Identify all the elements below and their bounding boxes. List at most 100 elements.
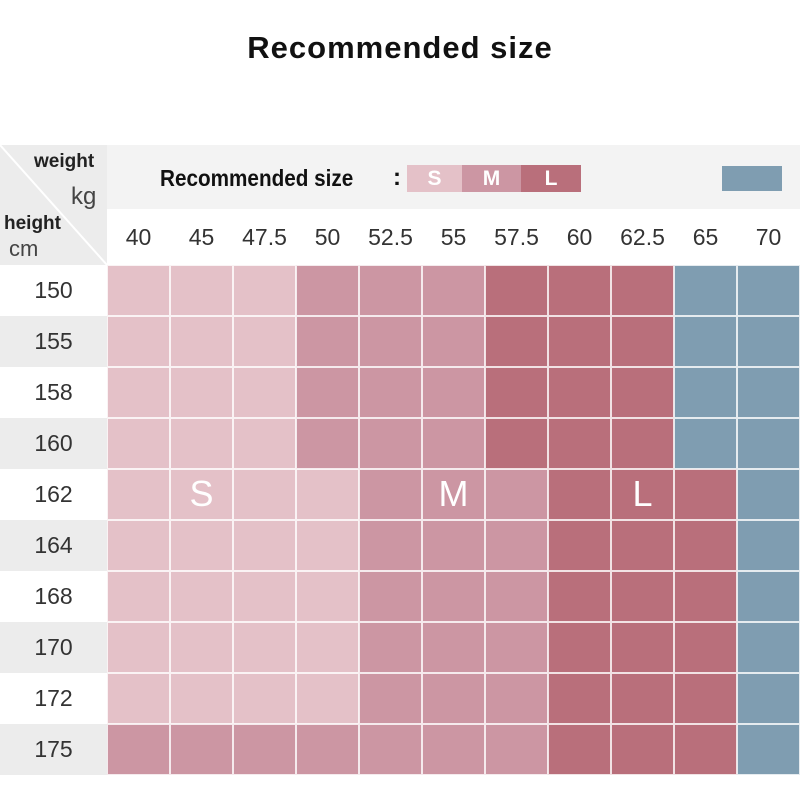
cell-158-62.5-L	[611, 367, 674, 418]
cell-175-60-L	[548, 724, 611, 775]
cell-162-55-M	[422, 469, 485, 520]
height-tick-150: 150	[0, 265, 107, 316]
cell-162-47.5-S	[233, 469, 296, 520]
legend-swatch-l: L	[521, 165, 581, 192]
cell-160-70-X	[737, 418, 800, 469]
cell-160-57.5-L	[485, 418, 548, 469]
cell-155-57.5-L	[485, 316, 548, 367]
height-tick-158: 158	[0, 367, 107, 418]
cell-172-60-L	[548, 673, 611, 724]
cell-168-40-S	[107, 571, 170, 622]
cell-162-50-S	[296, 469, 359, 520]
cell-155-45-S	[170, 316, 233, 367]
corner-diagonal	[0, 145, 107, 265]
zone-label-m: M	[438, 473, 469, 514]
cell-155-50-M	[296, 316, 359, 367]
cell-158-45-S	[170, 367, 233, 418]
cell-158-65-X	[674, 367, 737, 418]
legend-colon: :	[393, 164, 401, 191]
cell-160-60-L	[548, 418, 611, 469]
cell-160-52.5-M	[359, 418, 422, 469]
cell-158-70-X	[737, 367, 800, 418]
cell-175-47.5-M	[233, 724, 296, 775]
cell-170-47.5-S	[233, 622, 296, 673]
cell-150-40-S	[107, 265, 170, 316]
cell-150-70-X	[737, 265, 800, 316]
height-tick-155: 155	[0, 316, 107, 367]
weight-tick-55: 55	[440, 224, 467, 250]
height-tick-168: 168	[0, 571, 107, 622]
cell-164-52.5-M	[359, 520, 422, 571]
cell-160-45-S	[170, 418, 233, 469]
weight-tick-47.5: 47.5	[242, 224, 287, 250]
cell-160-40-S	[107, 418, 170, 469]
cell-164-47.5-S	[233, 520, 296, 571]
cell-164-50-S	[296, 520, 359, 571]
zone-label-l: L	[632, 473, 653, 514]
cell-160-55-M	[422, 418, 485, 469]
cell-150-47.5-S	[233, 265, 296, 316]
page-title: Recommended size	[247, 30, 553, 65]
cell-155-70-X	[737, 316, 800, 367]
cell-162-40-S	[107, 469, 170, 520]
cell-158-50-M	[296, 367, 359, 418]
cell-155-40-S	[107, 316, 170, 367]
cell-168-52.5-M	[359, 571, 422, 622]
weight-tick-50: 50	[314, 224, 341, 250]
cell-175-62.5-L	[611, 724, 674, 775]
cell-170-45-S	[170, 622, 233, 673]
cell-168-70-X	[737, 571, 800, 622]
cell-150-52.5-M	[359, 265, 422, 316]
cell-164-60-L	[548, 520, 611, 571]
cell-162-52.5-M	[359, 469, 422, 520]
cell-150-60-L	[548, 265, 611, 316]
cell-164-40-S	[107, 520, 170, 571]
cell-175-55-M	[422, 724, 485, 775]
cell-170-40-S	[107, 622, 170, 673]
cell-168-47.5-S	[233, 571, 296, 622]
cell-168-57.5-M	[485, 571, 548, 622]
cell-158-47.5-S	[233, 367, 296, 418]
weight-tick-62.5: 62.5	[620, 224, 665, 250]
axis-corner	[0, 145, 107, 265]
cell-175-65-L	[674, 724, 737, 775]
height-tick-160: 160	[0, 418, 107, 469]
cell-160-62.5-L	[611, 418, 674, 469]
height-tick-162: 162	[0, 469, 107, 520]
legend-swatch-blue	[722, 166, 782, 191]
weight-tick-57.5: 57.5	[494, 224, 539, 250]
height-tick-175: 175	[0, 724, 107, 775]
legend-swatch-s: S	[407, 165, 462, 192]
cell-170-52.5-M	[359, 622, 422, 673]
cell-172-50-S	[296, 673, 359, 724]
cell-170-50-S	[296, 622, 359, 673]
y-axis-label: height	[4, 213, 61, 234]
cell-168-65-L	[674, 571, 737, 622]
cell-164-70-X	[737, 520, 800, 571]
cell-172-40-S	[107, 673, 170, 724]
cell-155-60-L	[548, 316, 611, 367]
cell-170-55-M	[422, 622, 485, 673]
cell-160-50-M	[296, 418, 359, 469]
cell-172-52.5-M	[359, 673, 422, 724]
cell-155-55-M	[422, 316, 485, 367]
cell-150-50-M	[296, 265, 359, 316]
cell-172-55-M	[422, 673, 485, 724]
cell-172-62.5-L	[611, 673, 674, 724]
y-axis-unit: cm	[9, 236, 39, 261]
cell-170-62.5-L	[611, 622, 674, 673]
cell-164-62.5-L	[611, 520, 674, 571]
cell-158-52.5-M	[359, 367, 422, 418]
cell-162-70-X	[737, 469, 800, 520]
cell-150-57.5-L	[485, 265, 548, 316]
weight-tick-52.5: 52.5	[368, 224, 413, 250]
cell-162-62.5-L	[611, 469, 674, 520]
zone-label-s: S	[189, 473, 214, 514]
weight-tick-40: 40	[125, 224, 152, 250]
cell-164-45-S	[170, 520, 233, 571]
cell-172-47.5-S	[233, 673, 296, 724]
cell-150-62.5-L	[611, 265, 674, 316]
cell-168-50-S	[296, 571, 359, 622]
cell-164-57.5-M	[485, 520, 548, 571]
